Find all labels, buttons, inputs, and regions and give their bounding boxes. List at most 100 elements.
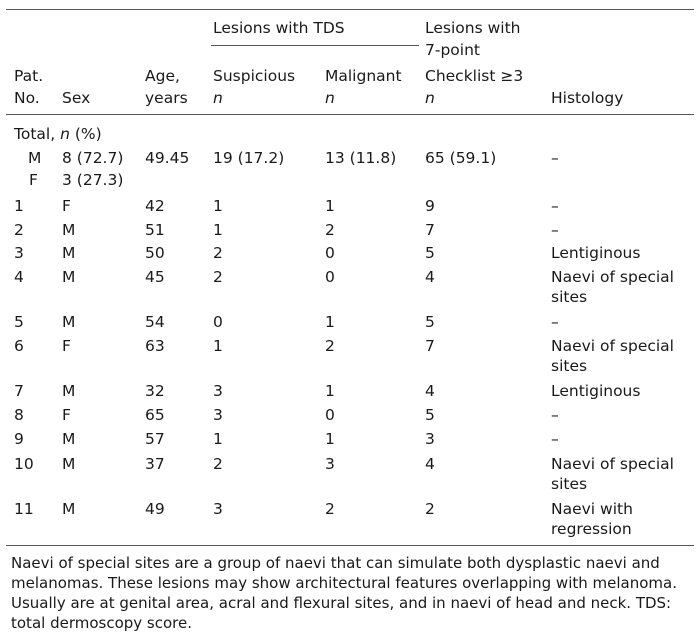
cell-suspicious: 2	[213, 268, 223, 286]
header-group-7pt-line2: 7-point	[425, 41, 480, 59]
cell-age: 32	[145, 382, 165, 400]
cell-age: 49	[145, 500, 165, 518]
cell-age: 45	[145, 268, 165, 286]
cell-malignant: 3	[325, 455, 335, 473]
cell-histology: –	[551, 313, 559, 331]
header-suspicious: Suspicious	[213, 67, 296, 85]
header-histology: Histology	[551, 89, 624, 107]
tds-group-underline	[211, 45, 419, 46]
header-pat-line1: Pat.	[14, 67, 44, 85]
cell-sex: M	[62, 430, 76, 448]
cell-no: 8	[14, 406, 24, 424]
cell-malignant: 1	[325, 382, 335, 400]
header-group-tds: Lesions with TDS	[213, 19, 345, 37]
cell-sex: F	[62, 337, 71, 355]
cell-sex: M	[62, 221, 76, 239]
top-rule	[6, 9, 694, 10]
cell-sex: M	[62, 313, 76, 331]
cell-age: 37	[145, 455, 165, 473]
cell-checklist: 4	[425, 455, 435, 473]
cell-sex: M	[62, 455, 76, 473]
totals-m-label: M	[28, 149, 42, 167]
cell-checklist: 5	[425, 406, 435, 424]
cell-age: 57	[145, 430, 165, 448]
cell-histology: Lentiginous	[551, 244, 641, 262]
totals-f-value: 3 (27.3)	[62, 171, 124, 189]
cell-age: 63	[145, 337, 165, 355]
cell-no: 11	[14, 500, 34, 518]
cell-histology: –	[551, 197, 559, 215]
cell-age: 54	[145, 313, 165, 331]
cell-checklist: 9	[425, 197, 435, 215]
cell-histology: Naevi of special sites	[551, 455, 674, 493]
cell-checklist: 4	[425, 268, 435, 286]
cell-checklist: 5	[425, 244, 435, 262]
cell-checklist: 7	[425, 337, 435, 355]
cell-histology: –	[551, 221, 559, 239]
cell-no: 9	[14, 430, 24, 448]
cell-age: 51	[145, 221, 165, 239]
cell-histology: Naevi of special sites	[551, 268, 674, 306]
cell-age: 42	[145, 197, 165, 215]
totals-malignant: 13 (11.8)	[325, 149, 397, 167]
cell-histology: Lentiginous	[551, 382, 641, 400]
cell-age: 50	[145, 244, 165, 262]
cell-sex: M	[62, 500, 76, 518]
cell-suspicious: 2	[213, 455, 223, 473]
cell-histology: Naevi of special sites	[551, 337, 674, 375]
cell-malignant: 2	[325, 221, 335, 239]
header-group-7pt-line1: Lesions with	[425, 19, 521, 37]
totals-label-suffix: (%)	[74, 125, 102, 143]
totals-suspicious: 19 (17.2)	[213, 149, 285, 167]
cell-no: 10	[14, 455, 34, 473]
header-malignant: Malignant	[325, 67, 402, 85]
cell-no: 7	[14, 382, 24, 400]
cell-suspicious: 1	[213, 430, 223, 448]
totals-histology: –	[551, 149, 559, 167]
cell-checklist: 2	[425, 500, 435, 518]
header-age-line1: Age,	[145, 67, 180, 85]
cell-sex: F	[62, 197, 71, 215]
cell-suspicious: 0	[213, 313, 223, 331]
table-footnote: Naevi of special sites are a group of na…	[11, 554, 677, 632]
totals-label-n: n	[60, 125, 70, 143]
cell-malignant: 1	[325, 430, 335, 448]
totals-age: 49.45	[145, 149, 190, 167]
totals-checklist: 65 (59.1)	[425, 149, 497, 167]
cell-sex: M	[62, 382, 76, 400]
cell-malignant: 0	[325, 406, 335, 424]
cell-histology: Naevi with regression	[551, 500, 633, 538]
cell-suspicious: 3	[213, 382, 223, 400]
cell-no: 3	[14, 244, 24, 262]
cell-histology: –	[551, 406, 559, 424]
header-pat-line2: No.	[14, 89, 40, 107]
header-rule	[6, 114, 694, 115]
cell-checklist: 4	[425, 382, 435, 400]
cell-checklist: 5	[425, 313, 435, 331]
cell-suspicious: 1	[213, 197, 223, 215]
cell-checklist: 3	[425, 430, 435, 448]
cell-no: 5	[14, 313, 24, 331]
header-checklist: Checklist ≥3	[425, 67, 524, 85]
cell-malignant: 1	[325, 313, 335, 331]
header-checklist-n: n	[425, 89, 435, 107]
cell-histology: –	[551, 430, 559, 448]
totals-f-label: F	[29, 171, 38, 189]
cell-suspicious: 2	[213, 244, 223, 262]
cell-malignant: 0	[325, 268, 335, 286]
header-suspicious-n: n	[213, 89, 223, 107]
cell-sex: M	[62, 244, 76, 262]
cell-no: 1	[14, 197, 24, 215]
header-age-line2: years	[145, 89, 188, 107]
header-sex: Sex	[62, 89, 91, 107]
cell-no: 2	[14, 221, 24, 239]
cell-sex: M	[62, 268, 76, 286]
cell-malignant: 2	[325, 500, 335, 518]
cell-suspicious: 1	[213, 337, 223, 355]
cell-suspicious: 3	[213, 500, 223, 518]
totals-label: Total, n (%)	[14, 124, 102, 144]
cell-suspicious: 1	[213, 221, 223, 239]
totals-m-value: 8 (72.7)	[62, 149, 124, 167]
cell-suspicious: 3	[213, 406, 223, 424]
cell-malignant: 1	[325, 197, 335, 215]
